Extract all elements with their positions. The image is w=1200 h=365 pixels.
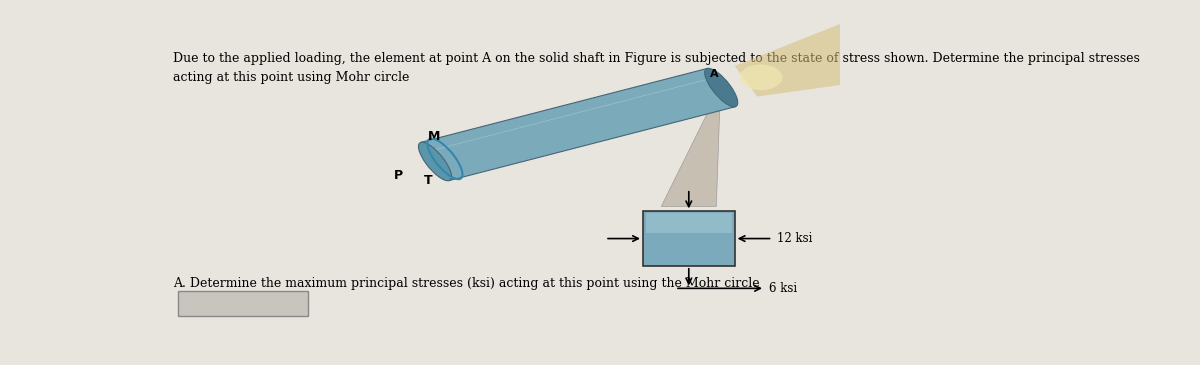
Ellipse shape [739,65,782,90]
Text: M: M [428,130,440,143]
Text: A: A [710,69,719,79]
Polygon shape [734,20,890,96]
Polygon shape [427,77,714,152]
Text: Due to the applied loading, the element at point A on the solid shaft in Figure : Due to the applied loading, the element … [173,52,1140,84]
Polygon shape [643,211,734,266]
Text: T: T [425,174,433,187]
Text: A. Determine the maximum principal stresses (ksi) acting at this point using the: A. Determine the maximum principal stres… [173,277,760,290]
FancyBboxPatch shape [178,291,308,316]
Ellipse shape [419,142,451,181]
Polygon shape [421,69,736,181]
Ellipse shape [704,68,738,107]
Polygon shape [646,213,732,233]
Polygon shape [661,87,720,207]
Text: 12 ksi: 12 ksi [776,232,812,245]
Text: 6 ksi: 6 ksi [769,282,797,295]
Text: P: P [394,169,403,182]
